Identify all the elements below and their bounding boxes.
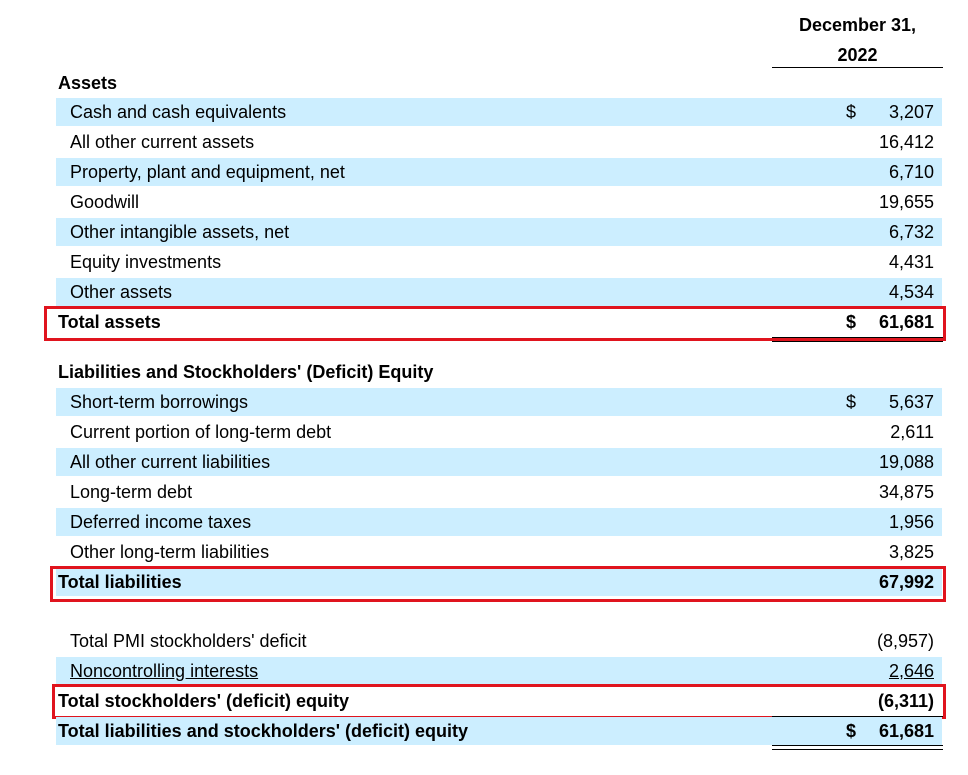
dollar-sign: $ xyxy=(846,312,857,332)
row-value: (8,957) xyxy=(876,631,934,651)
row-label: Cash and cash equivalents xyxy=(70,102,287,122)
assets-heading: Assets xyxy=(58,73,118,93)
row-label: Total PMI stockholders' deficit xyxy=(70,631,307,651)
row-label: Equity investments xyxy=(70,252,222,272)
row-label: Total liabilities xyxy=(58,572,182,592)
row-label: Long-term debt xyxy=(70,482,193,502)
row-value: 2,611 xyxy=(890,422,934,442)
table-row: All other current assets 16,412 xyxy=(56,128,942,156)
table-row: Other intangible assets, net 6,732 xyxy=(56,218,942,246)
row-label: Noncontrolling interests xyxy=(70,661,259,681)
row-value: 34,875 xyxy=(878,482,934,502)
table-row: Deferred income taxes 1,956 xyxy=(56,508,942,536)
row-label: Goodwill xyxy=(70,192,140,212)
row-label: All other current liabilities xyxy=(70,452,271,472)
row-label: Other long-term liabilities xyxy=(70,542,270,562)
row-value: 19,655 xyxy=(878,192,934,212)
column-header-line2: 2022 xyxy=(837,45,878,65)
row-value: 4,534 xyxy=(888,282,934,302)
row-value: 3,207 xyxy=(888,102,934,122)
grand-total-row: Total liabilities and stockholders' (def… xyxy=(56,717,942,745)
table-row: Cash and cash equivalents $ 3,207 xyxy=(56,98,942,126)
row-value: 3,825 xyxy=(888,542,934,562)
grand-total-double-rule xyxy=(772,745,943,750)
total-double-rule xyxy=(772,337,943,342)
row-label: Total liabilities and stockholders' (def… xyxy=(58,721,469,741)
liabilities-heading: Liabilities and Stockholders' (Deficit) … xyxy=(58,362,434,382)
dollar-sign: $ xyxy=(846,102,857,122)
row-value: 61,681 xyxy=(878,312,934,332)
table-row: Current portion of long-term debt 2,611 xyxy=(56,418,942,446)
row-label: Total stockholders' (deficit) equity xyxy=(58,691,349,711)
dollar-sign: $ xyxy=(846,721,857,741)
row-label: Total assets xyxy=(58,312,161,332)
row-label: Deferred income taxes xyxy=(70,512,252,532)
table-row: Goodwill 19,655 xyxy=(56,188,942,216)
table-row: Short-term borrowings $ 5,637 xyxy=(56,388,942,416)
table-row: Equity investments 4,431 xyxy=(56,248,942,276)
column-header-underline xyxy=(772,67,943,68)
row-value: 6,732 xyxy=(888,222,934,242)
table-row: Total PMI stockholders' deficit (8,957) xyxy=(56,627,942,655)
row-value: 2,646 xyxy=(888,661,934,681)
row-value: 61,681 xyxy=(878,721,934,741)
row-label: Property, plant and equipment, net xyxy=(70,162,345,182)
row-value: 1,956 xyxy=(888,512,934,532)
row-value: 4,431 xyxy=(888,252,934,272)
table-row: Noncontrolling interests 2,646 xyxy=(56,657,942,685)
column-header-line1: December 31, xyxy=(798,15,917,35)
row-label: Other assets xyxy=(70,282,173,302)
total-liabilities-row: Total liabilities 67,992 xyxy=(56,568,942,596)
row-value: 67,992 xyxy=(878,572,934,592)
table-row: Property, plant and equipment, net 6,710 xyxy=(56,158,942,186)
total-equity-row: Total stockholders' (deficit) equity (6,… xyxy=(56,687,942,715)
row-value: 16,412 xyxy=(878,132,934,152)
table-row: All other current liabilities 19,088 xyxy=(56,448,942,476)
row-label: All other current assets xyxy=(70,132,255,152)
column-header: December 31, 2022 xyxy=(772,10,943,70)
table-row: Other long-term liabilities 3,825 xyxy=(56,538,942,566)
row-value: 19,088 xyxy=(878,452,934,472)
subtotal-rule xyxy=(772,716,943,717)
table-row: Long-term debt 34,875 xyxy=(56,478,942,506)
total-assets-row: Total assets $ 61,681 xyxy=(56,308,942,336)
row-value: 6,710 xyxy=(888,162,934,182)
row-value: 5,637 xyxy=(888,392,934,412)
row-label: Short-term borrowings xyxy=(70,392,249,412)
row-value: (6,311) xyxy=(877,691,934,711)
table-row: Other assets 4,534 xyxy=(56,278,942,306)
dollar-sign: $ xyxy=(846,392,857,412)
row-label: Current portion of long-term debt xyxy=(70,422,332,442)
row-label: Other intangible assets, net xyxy=(70,222,290,242)
